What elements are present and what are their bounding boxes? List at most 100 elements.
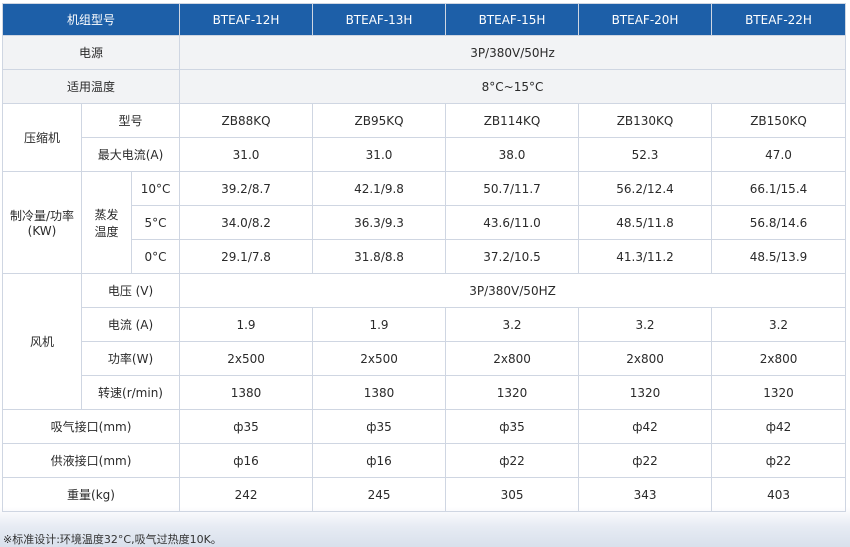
compressor-model-label: 型号	[80, 103, 181, 138]
temp-range-label: 适用温度	[1, 69, 181, 104]
weight-label: 重量(kg)	[1, 477, 181, 512]
weight-value: 343	[578, 477, 713, 512]
fan-current: 3.2	[578, 307, 713, 342]
header-model: BTEAF-13H	[312, 3, 447, 36]
cooling-value: 31.8/8.8	[312, 239, 447, 274]
cooling-value: 66.1/15.4	[711, 171, 847, 206]
liquid-row: 供液接口(mm) ф16 ф16 ф22 ф22 ф22	[1, 443, 847, 478]
fan-power-row: 功率(W) 2x500 2x500 2x800 2x800 2x800	[3, 341, 847, 376]
power-label: 电源	[1, 35, 181, 70]
cooling-value: 42.1/9.8	[312, 171, 447, 206]
liquid-value: ф22	[445, 443, 580, 478]
fan-speed: 1320	[578, 375, 713, 410]
suction-value: ф35	[312, 409, 447, 444]
liquid-value: ф16	[312, 443, 447, 478]
weight-row: 重量(kg) 242 245 305 343 403	[1, 477, 847, 512]
compressor-current: 52.3	[578, 137, 713, 172]
fan-speed-row: 转速(r/min) 1380 1380 1320 1320 1320	[3, 375, 847, 410]
fan-current-label: 电流 (A)	[80, 307, 181, 342]
cooling-value: 56.2/12.4	[578, 171, 713, 206]
cooling-row-10c: 制冷量/功率(KW) 蒸发温度 10°C 39.2/8.7 42.1/9.8 5…	[2, 171, 847, 274]
fan-current: 3.2	[445, 307, 580, 342]
weight-value: 305	[445, 477, 580, 512]
cooling-value: 56.8/14.6	[711, 205, 847, 240]
evap-temp-label: 蒸发温度	[81, 171, 132, 274]
fan-speed-label: 转速(r/min)	[80, 375, 181, 410]
compressor-model: ZB114KQ	[445, 103, 580, 138]
fan-current: 1.9	[179, 307, 314, 342]
power-value: 3P/380V/50Hz	[179, 35, 847, 70]
weight-value: 242	[179, 477, 314, 512]
compressor-model: ZB130KQ	[578, 103, 713, 138]
weight-value: 403	[711, 477, 847, 512]
header-label: 机组型号	[1, 3, 181, 36]
suction-value: ф35	[445, 409, 580, 444]
header-model: BTEAF-22H	[711, 3, 847, 36]
compressor-current: 31.0	[312, 137, 447, 172]
fan-label: 风机	[2, 273, 82, 410]
cooling-value: 29.1/7.8	[179, 239, 314, 274]
evap-temp: 5°C	[130, 205, 181, 240]
fan-current: 1.9	[312, 307, 447, 342]
fan-voltage-value: 3P/380V/50HZ	[179, 273, 847, 308]
fan-power-label: 功率(W)	[80, 341, 181, 376]
fan-power: 2x800	[711, 341, 847, 376]
cooling-row-0c: 0°C 29.1/7.8 31.8/8.8 37.2/10.5 41.3/11.…	[3, 239, 847, 274]
fan-speed: 1320	[445, 375, 580, 410]
header-model: BTEAF-12H	[179, 3, 314, 36]
temp-range-value: 8°C~15°C	[179, 69, 847, 104]
fan-power: 2x500	[179, 341, 314, 376]
suction-value: ф35	[179, 409, 314, 444]
fan-current: 3.2	[711, 307, 847, 342]
fan-power: 2x800	[578, 341, 713, 376]
suction-value: ф42	[578, 409, 713, 444]
compressor-current-label: 最大电流(A)	[80, 137, 181, 172]
compressor-model: ZB88KQ	[179, 103, 314, 138]
cooling-value: 48.5/11.8	[578, 205, 713, 240]
page-background-gradient	[0, 507, 850, 547]
fan-current-row: 电流 (A) 1.9 1.9 3.2 3.2 3.2	[3, 307, 847, 342]
cooling-value: 43.6/11.0	[445, 205, 580, 240]
liquid-label: 供液接口(mm)	[1, 443, 181, 478]
evap-temp: 10°C	[130, 171, 181, 206]
compressor-model: ZB150KQ	[711, 103, 847, 138]
suction-value: ф42	[711, 409, 847, 444]
fan-speed: 1380	[179, 375, 314, 410]
cooling-value: 48.5/13.9	[711, 239, 847, 274]
fan-speed: 1320	[711, 375, 847, 410]
suction-label: 吸气接口(mm)	[1, 409, 181, 444]
cooling-value: 37.2/10.5	[445, 239, 580, 274]
cooling-value: 34.0/8.2	[179, 205, 314, 240]
compressor-label: 压缩机	[2, 103, 82, 172]
weight-value: 245	[312, 477, 447, 512]
suction-row: 吸气接口(mm) ф35 ф35 ф35 ф42 ф42	[1, 409, 847, 444]
cooling-value: 36.3/9.3	[312, 205, 447, 240]
liquid-value: ф16	[179, 443, 314, 478]
fan-speed: 1380	[312, 375, 447, 410]
compressor-model-row: 压缩机 型号 ZB88KQ ZB95KQ ZB114KQ ZB130KQ ZB1…	[2, 103, 847, 172]
compressor-current: 38.0	[445, 137, 580, 172]
compressor-current: 47.0	[711, 137, 847, 172]
fan-power: 2x800	[445, 341, 580, 376]
cooling-row-5c: 5°C 34.0/8.2 36.3/9.3 43.6/11.0 48.5/11.…	[3, 205, 847, 240]
fan-voltage-row: 风机 电压 (V) 3P/380V/50HZ	[2, 273, 847, 410]
cooling-value: 39.2/8.7	[179, 171, 314, 206]
fan-voltage-label: 电压 (V)	[80, 273, 181, 308]
temp-range-row: 适用温度 8°C~15°C	[1, 69, 847, 104]
cooling-value: 50.7/11.7	[445, 171, 580, 206]
compressor-current-row: 最大电流(A) 31.0 31.0 38.0 52.3 47.0	[3, 137, 847, 172]
footnote: ※标准设计:环境温度32°C,吸气过热度10K。	[3, 533, 222, 546]
header-model: BTEAF-15H	[445, 3, 580, 36]
liquid-value: ф22	[578, 443, 713, 478]
power-row: 电源 3P/380V/50Hz	[1, 35, 847, 70]
fan-power: 2x500	[312, 341, 447, 376]
header-row: 机组型号 BTEAF-12H BTEAF-13H BTEAF-15H BTEAF…	[1, 3, 847, 36]
compressor-current: 31.0	[179, 137, 314, 172]
cooling-value: 41.3/11.2	[578, 239, 713, 274]
liquid-value: ф22	[711, 443, 847, 478]
spec-table: 机组型号 BTEAF-12H BTEAF-13H BTEAF-15H BTEAF…	[1, 3, 847, 512]
evap-temp: 0°C	[130, 239, 181, 274]
cooling-label: 制冷量/功率(KW)	[2, 171, 82, 274]
header-model: BTEAF-20H	[578, 3, 713, 36]
compressor-model: ZB95KQ	[312, 103, 447, 138]
